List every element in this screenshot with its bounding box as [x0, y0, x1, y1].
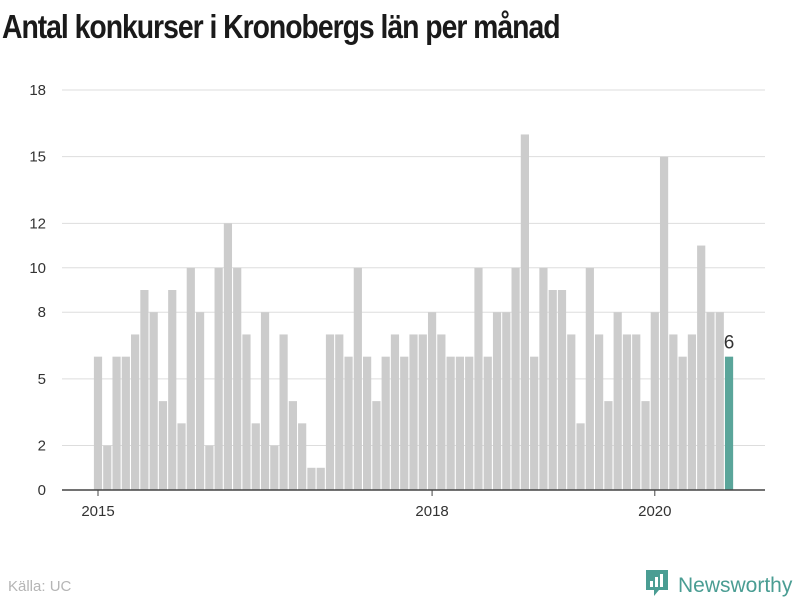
bar: [214, 267, 223, 490]
bar: [632, 334, 641, 490]
y-tick-label: 15: [29, 149, 46, 166]
bar: [715, 312, 724, 490]
bar-highlight: [724, 356, 734, 490]
bar: [437, 334, 446, 490]
data-labels: 6: [724, 333, 735, 354]
last-value-label: 6: [724, 333, 735, 354]
bar: [567, 334, 576, 490]
bar: [548, 290, 557, 490]
bar: [131, 334, 140, 490]
newsworthy-logo: Newsworthy: [644, 568, 792, 603]
bar: [121, 356, 130, 490]
bar: [409, 334, 418, 490]
bar: [158, 401, 168, 490]
bar: [316, 467, 325, 490]
y-tick-label: 10: [29, 260, 46, 277]
bar: [270, 445, 279, 490]
bar: [511, 267, 520, 490]
bar: [492, 312, 502, 490]
bar: [177, 423, 186, 490]
bar: [604, 401, 613, 490]
bar: [372, 401, 381, 490]
bar: [103, 445, 112, 490]
bar: [140, 290, 149, 490]
y-tick-label: 12: [29, 215, 46, 232]
bar-chart-logo-icon: [644, 568, 670, 603]
bar: [697, 245, 706, 490]
x-axis-ticks: 2015 2018 2020: [81, 490, 671, 520]
bar: [585, 267, 594, 490]
bar: [288, 401, 297, 490]
bar: [279, 334, 288, 490]
bar: [427, 312, 437, 490]
bar: [242, 334, 251, 490]
bar: [641, 401, 650, 490]
bar: [233, 267, 242, 490]
bar: [168, 290, 177, 490]
bar: [576, 423, 585, 490]
y-tick-label: 2: [38, 438, 46, 455]
bar: [678, 356, 687, 490]
bar: [205, 445, 214, 490]
bar: [557, 290, 567, 490]
bar: [112, 356, 121, 490]
bar: [613, 312, 622, 490]
bar: [502, 312, 511, 490]
bar: [669, 334, 678, 490]
y-tick-label: 18: [29, 82, 46, 99]
y-tick-label: 5: [38, 371, 46, 388]
x-tick-label: 2020: [638, 503, 671, 520]
bar: [706, 312, 715, 490]
bar: [186, 267, 195, 490]
bar: [539, 267, 548, 490]
bar: [390, 334, 400, 490]
bar: [335, 334, 344, 490]
bar: [353, 267, 362, 490]
bar: [223, 223, 233, 491]
bar: [251, 423, 260, 490]
bar: [149, 312, 158, 490]
bar: [483, 356, 492, 490]
bar: [381, 356, 390, 490]
bar: [622, 334, 632, 490]
bar: [298, 423, 307, 490]
y-tick-label: 0: [38, 482, 46, 499]
bar: [659, 156, 669, 490]
bar: [530, 356, 539, 490]
x-tick-label: 2018: [415, 503, 448, 520]
bar: [650, 312, 659, 490]
bar: [363, 356, 372, 490]
bars: [93, 134, 734, 491]
bar: [474, 267, 483, 490]
source-note: Källa: UC: [8, 578, 72, 595]
bar: [260, 312, 270, 490]
bar: [307, 467, 316, 490]
bar: [465, 356, 474, 490]
bar: [325, 334, 335, 490]
bar: [344, 356, 353, 490]
brand-name: Newsworthy: [678, 573, 793, 597]
bar: [400, 356, 409, 490]
bar: [455, 356, 465, 490]
bar: [418, 334, 427, 490]
bar: [93, 356, 103, 490]
bar: [520, 134, 529, 490]
bar: [687, 334, 697, 490]
bar: [195, 312, 205, 490]
y-axis-ticks: 0 2 5 8 10 12 15 18: [29, 82, 46, 499]
bar: [595, 334, 604, 490]
chart-title: Antal konkurser i Kronobergs län per mån…: [2, 8, 561, 45]
x-tick-label: 2015: [81, 503, 114, 520]
bar: [446, 356, 455, 490]
y-tick-label: 8: [38, 304, 46, 321]
